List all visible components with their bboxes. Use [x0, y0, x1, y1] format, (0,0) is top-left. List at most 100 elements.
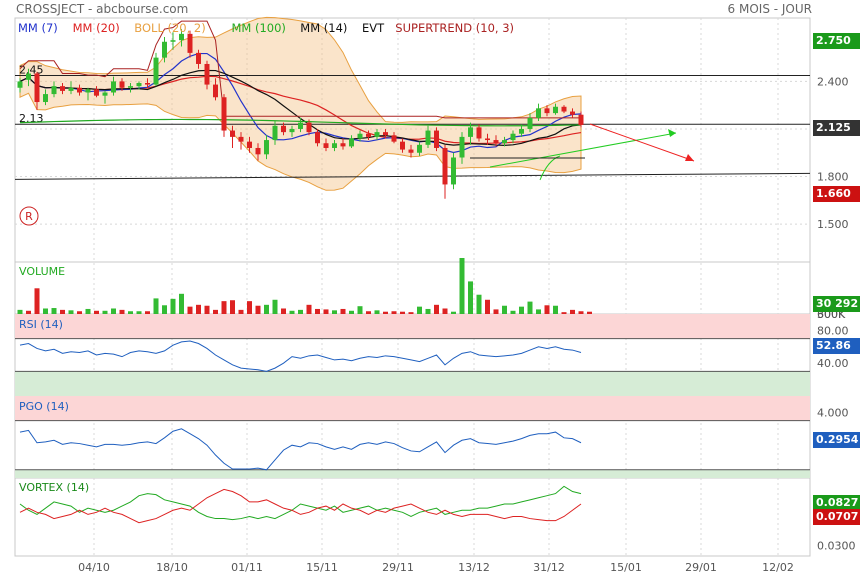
candle-body [34, 73, 40, 103]
candle-body [94, 89, 99, 96]
rsi-y-tick-label: 80.00 [817, 324, 849, 337]
x-tick-label: 29/01 [685, 561, 717, 574]
volume-bar [136, 311, 142, 314]
vortex-y-tick-label: 0.0300 [817, 540, 856, 553]
candle-body [281, 125, 286, 133]
candle-body [264, 140, 269, 155]
volume-bar [425, 308, 431, 314]
r-button[interactable]: R [19, 206, 39, 226]
candle-body [536, 108, 541, 118]
volume-bar [476, 294, 482, 314]
x-tick-label-text: 29/11 [382, 561, 414, 574]
x-tick-label: 15/11 [306, 561, 338, 574]
volume-bar [391, 311, 397, 314]
legend-item[interactable]: EVT [362, 21, 385, 35]
volume-bar [94, 310, 99, 314]
candle-body [408, 149, 414, 153]
candle-body [289, 128, 295, 133]
volume-bar [213, 309, 218, 314]
candle-body [102, 92, 108, 96]
candle-body [519, 128, 524, 134]
candle-body [561, 106, 567, 112]
volume-bar [204, 305, 210, 314]
candle-body [442, 147, 448, 185]
volume-bar [255, 305, 261, 314]
volume-bar [502, 305, 507, 314]
volume-bar [408, 312, 414, 314]
candle-body [247, 141, 252, 148]
r-button-circle[interactable] [19, 206, 39, 226]
candle-body [527, 117, 533, 129]
volume-bar [187, 306, 193, 314]
x-tick-label: 04/10 [78, 561, 110, 574]
candle-body [77, 87, 82, 93]
candle-body [485, 138, 490, 141]
legend-item[interactable]: MM (7) [18, 21, 58, 35]
vortex-plus-line [19, 485, 582, 521]
candle-body [502, 140, 507, 144]
candle-body [68, 87, 74, 91]
rsi-last-badge: 52.86 [813, 338, 860, 354]
candle-body [187, 33, 193, 53]
bollinger-band [19, 16, 582, 191]
legend-item[interactable]: MM (100) [232, 21, 286, 35]
volume-last-badge: 30 292 [813, 296, 860, 312]
candle-body [128, 86, 133, 88]
candle-body [315, 132, 320, 144]
x-tick-label: 29/11 [382, 561, 414, 574]
volume-bar [247, 301, 252, 314]
volume-bar [315, 308, 320, 314]
level-low-label: 2.13 [19, 112, 44, 125]
legend-item[interactable]: BOLL (20, 2) [134, 21, 205, 35]
volume-bar [349, 310, 354, 314]
legend-item[interactable]: SUPERTREND (10, 3) [395, 21, 514, 35]
vortex-minus-badge: 0.0707 [813, 509, 860, 525]
candle-body [204, 63, 210, 85]
candle-body [17, 81, 23, 88]
volume-bar [128, 311, 133, 314]
candle-body [306, 122, 312, 133]
volume-bar [170, 298, 176, 314]
period-label[interactable]: 6 MOIS - JOUR [727, 2, 812, 16]
candle-body [510, 133, 516, 141]
projection-curve [539, 155, 561, 181]
candle-body [179, 33, 184, 41]
rsi-y-tick-label: 40.00 [817, 357, 849, 370]
candle-body [425, 130, 431, 145]
candle-body [230, 130, 235, 137]
candle-body [298, 122, 303, 129]
x-tick-label: 12/02 [762, 561, 794, 574]
candle-body [349, 138, 354, 147]
volume-bar [357, 306, 363, 314]
volume-bar [527, 301, 533, 314]
candle-body [111, 81, 116, 93]
candle-body [60, 86, 65, 91]
volume-bar [68, 310, 74, 314]
legend-item[interactable]: MM (20) [73, 21, 120, 35]
volume-bar [536, 309, 541, 314]
price-y-tick-label: 1.800 [817, 171, 849, 184]
x-tick-label-text: 12/02 [762, 561, 794, 574]
volume-label: VOLUME [19, 265, 65, 278]
x-tick-label-text: 04/10 [78, 561, 110, 574]
volume-bar [493, 309, 499, 314]
volume-bar [162, 305, 167, 314]
volume-bar [340, 308, 346, 314]
candle-body [255, 147, 261, 155]
volume-bar [553, 305, 558, 314]
price-y-tick-label: 2.400 [817, 75, 849, 88]
candle-body [366, 133, 371, 137]
volume-bar [43, 308, 48, 314]
legend-item[interactable]: MM (14) [300, 21, 347, 35]
plot-frame [14, 17, 811, 557]
pgo-y-tick-label: 4.000 [817, 406, 849, 419]
candle-body [136, 82, 142, 87]
pgo-line [19, 428, 582, 471]
price-low-badge: 1.660 [813, 186, 860, 202]
volume-bar [34, 288, 40, 314]
x-tick-label: 18/10 [156, 561, 188, 574]
projection-arrow-up-head [668, 129, 676, 137]
volume-bar [485, 299, 490, 314]
